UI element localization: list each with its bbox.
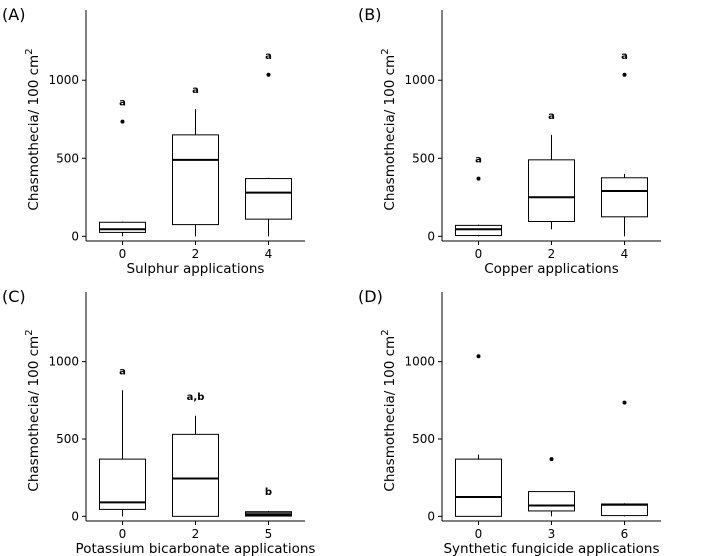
box (99, 458, 146, 510)
y-tick-label: 1000 (48, 73, 79, 87)
panel-label: (C) (2, 287, 26, 306)
y-tick-label: 1000 (404, 73, 435, 87)
y-axis-title: Chasmothecia/ 100 cm2 (380, 48, 398, 210)
x-axis-title: Potassium bicarbonate applications (76, 541, 316, 556)
significance-letter: a (475, 155, 482, 166)
chart-panel: (B) 0 500 1000 Chasmothecia/ 100 cm2 0 2 4Coppe… (358, 5, 661, 277)
x-tick-label: 3 (548, 527, 556, 541)
box (601, 177, 648, 218)
significance-letter: a (192, 85, 199, 96)
x-tick-label: 0 (475, 527, 483, 541)
x-axis-title: Synthetic fungicide applications (443, 541, 659, 556)
significance-letter: a (548, 111, 555, 122)
x-tick-label: 0 (119, 247, 127, 261)
y-tick-label: 0 (427, 509, 435, 523)
y-tick-label: 500 (412, 432, 435, 446)
box (455, 458, 502, 517)
box (172, 433, 219, 517)
chart-panel: (C) 0 500 1000 Chasmothecia/ 100 cm2 0 2 5Potas… (2, 287, 315, 556)
y-axis-title: Chasmothecia/ 100 cm2 (24, 329, 42, 491)
x-tick-label: 4 (265, 247, 273, 261)
y-axis-title: Chasmothecia/ 100 cm2 (380, 329, 398, 491)
y-tick-label: 500 (56, 151, 79, 165)
outlier-point (476, 354, 481, 359)
box (172, 134, 219, 226)
outlier-point (266, 72, 271, 77)
outlier-point (622, 72, 627, 77)
significance-letter: a (119, 366, 126, 377)
significance-letter: a,b (187, 392, 205, 403)
significance-letter: b (265, 487, 272, 498)
y-tick-label: 1000 (404, 355, 435, 369)
box (528, 491, 575, 512)
significance-letter: a (265, 51, 272, 62)
significance-letter: a (119, 98, 126, 109)
y-tick-label: 500 (412, 151, 435, 165)
x-tick-label: 2 (548, 247, 556, 261)
y-tick-label: 500 (56, 432, 79, 446)
outlier-point (622, 400, 627, 405)
chart-panel: (D) 0 500 1000 Chasmothecia/ 100 cm2 0 3 6Synth… (358, 287, 661, 556)
y-tick-label: 0 (71, 229, 79, 243)
x-axis-title: Sulphur applications (127, 261, 265, 277)
outlier-point (120, 119, 125, 124)
x-tick-label: 6 (621, 527, 629, 541)
box (528, 159, 575, 222)
y-tick-label: 0 (71, 509, 79, 523)
x-tick-label: 0 (119, 527, 127, 541)
box (245, 178, 292, 220)
y-tick-label: 1000 (48, 355, 79, 369)
outlier-point (476, 176, 481, 181)
chart-panel: (A) 0 500 1000 Chasmothecia/ 100 cm2 0 2 4Sulph… (2, 5, 305, 277)
x-tick-label: 2 (192, 527, 200, 541)
panel-label: (D) (358, 287, 383, 306)
x-tick-label: 5 (265, 527, 273, 541)
outlier-point (549, 457, 554, 462)
box (99, 221, 146, 233)
panel-label: (A) (2, 5, 25, 24)
panel-label: (B) (358, 5, 381, 24)
x-axis-title: Copper applications (484, 261, 618, 277)
x-tick-label: 0 (475, 247, 483, 261)
x-tick-label: 4 (621, 247, 629, 261)
x-tick-label: 2 (192, 247, 200, 261)
y-axis-title: Chasmothecia/ 100 cm2 (24, 48, 42, 210)
y-tick-label: 0 (427, 229, 435, 243)
significance-letter: a (621, 51, 628, 62)
box (455, 224, 502, 237)
